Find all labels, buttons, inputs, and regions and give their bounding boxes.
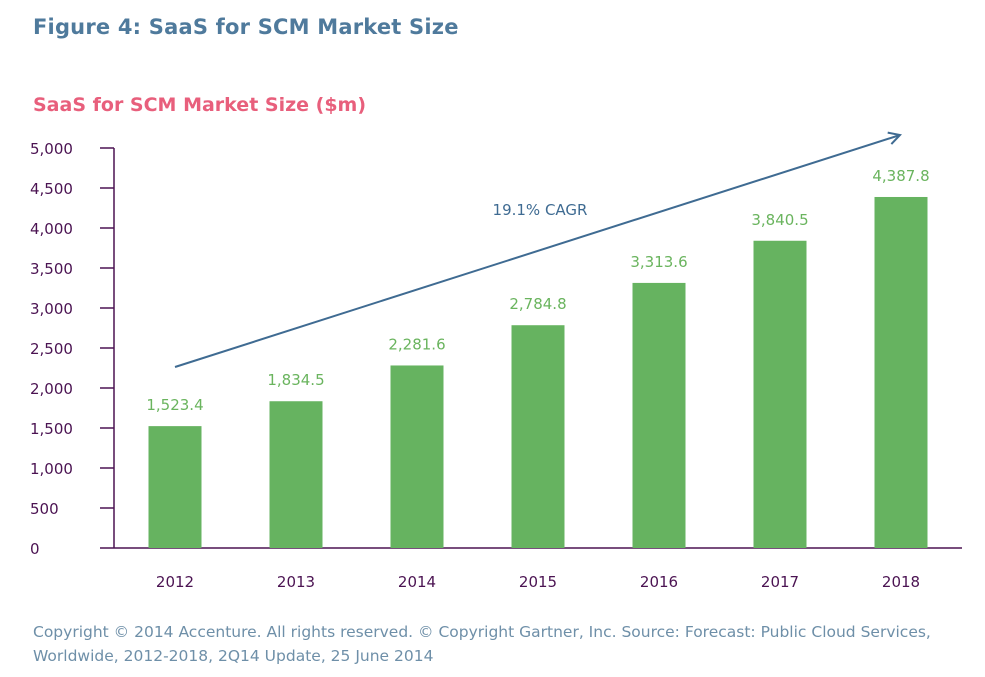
x-tick-label: 2014 xyxy=(398,573,436,591)
bar xyxy=(269,401,323,548)
bar xyxy=(753,240,807,548)
y-tick-label: 4,500 xyxy=(30,180,73,198)
chart-title: SaaS for SCM Market Size ($m) xyxy=(33,94,367,116)
bars xyxy=(148,196,928,548)
source-footer: Copyright © 2014 Accenture. All rights r… xyxy=(33,623,931,665)
cagr-arrow xyxy=(174,135,900,368)
cagr-label: 19.1% CAGR xyxy=(493,201,588,219)
y-tick-label: 5,000 xyxy=(30,140,73,158)
x-tick-label: 2012 xyxy=(156,573,194,591)
x-tick-label: 2017 xyxy=(761,573,799,591)
x-tick-label: 2016 xyxy=(640,573,678,591)
y-tick-label: 4,000 xyxy=(30,220,73,238)
data-label: 1,834.5 xyxy=(267,371,324,389)
bar xyxy=(511,325,565,548)
y-tick-label: 2,000 xyxy=(30,380,73,398)
cagr-annotation: 19.1% CAGR xyxy=(174,135,900,368)
y-tick-label: 1,500 xyxy=(30,420,73,438)
x-axis: 2012 2013 2014 2015 2016 2017 2018 xyxy=(100,547,962,591)
x-tick-label: 2018 xyxy=(882,573,920,591)
data-label: 3,313.6 xyxy=(630,253,687,271)
bar xyxy=(148,426,202,548)
y-tick-label: 3,000 xyxy=(30,300,73,318)
y-tick-label: 3,500 xyxy=(30,260,73,278)
x-tick-label: 2013 xyxy=(277,573,315,591)
data-label: 3,840.5 xyxy=(751,211,808,229)
y-axis: 0 500 1,000 1,500 2,000 2,500 3,000 3,500 4,000 4… xyxy=(30,140,115,558)
x-tick-label: 2015 xyxy=(519,573,557,591)
figure-title: Figure 4: SaaS for SCM Market Size xyxy=(33,15,459,39)
y-tick-label: 0 xyxy=(30,540,40,558)
y-tick-label: 2,500 xyxy=(30,340,73,358)
data-labels: 1,523.4 1,834.5 2,281.6 2,784.8 3,313.6 3,840… xyxy=(146,167,929,414)
bar xyxy=(390,365,444,548)
data-label: 4,387.8 xyxy=(872,167,929,185)
bar xyxy=(874,196,928,548)
data-label: 2,281.6 xyxy=(388,335,445,353)
bar-chart: 0 500 1,000 1,500 2,000 2,500 3,000 3,500 4,000 4… xyxy=(30,0,962,591)
y-tick-label: 1,000 xyxy=(30,460,73,478)
bar xyxy=(632,282,686,548)
data-label: 2,784.8 xyxy=(509,295,566,313)
y-tick-label: 500 xyxy=(30,500,59,518)
data-label: 1,523.4 xyxy=(146,396,203,414)
